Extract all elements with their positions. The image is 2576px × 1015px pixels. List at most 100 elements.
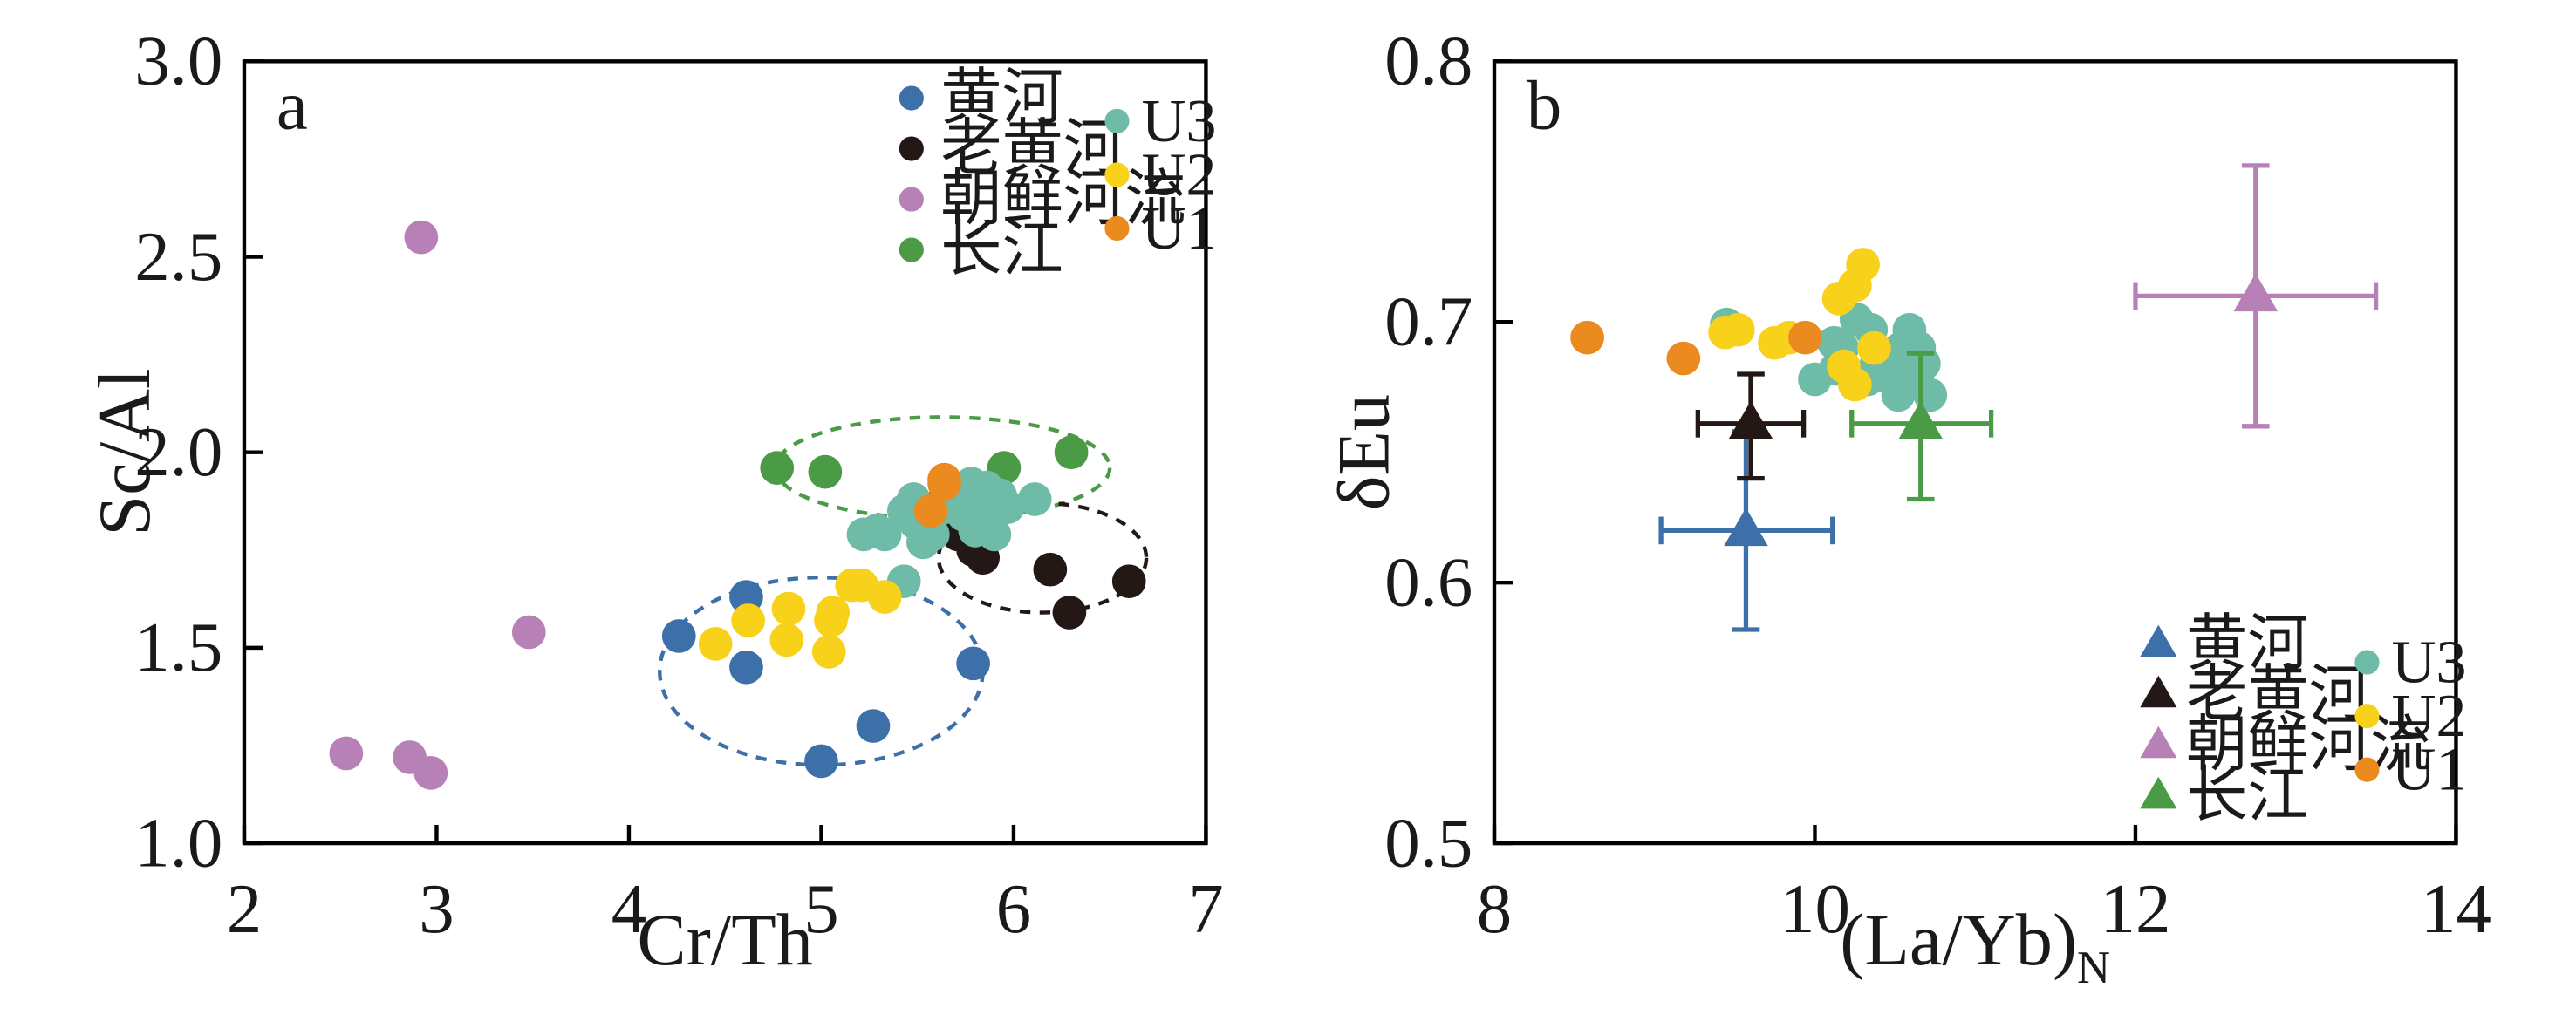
panel-a-point-u2 (811, 635, 846, 669)
panel-b-point-u1 (1570, 320, 1604, 355)
panel-a-legend-marker-u3 (1104, 108, 1130, 133)
panel-b-x-tick-label: 8 (1477, 870, 1512, 948)
panel-a-legend-label-huanghe: 黄河 (940, 64, 1063, 132)
panel-b-y-axis-title: δEu (1324, 394, 1405, 510)
panel-a-point-u3 (1017, 482, 1052, 516)
panel-a-y-axis-title: Sc/Al (85, 369, 166, 536)
panel-a-ticks: 2 3 4 5 6 7 1.0 1.5 2.0 2.5 3.0 (134, 23, 1223, 948)
panel-b-legend-marker-huanghe (2140, 624, 2177, 657)
panel-a-point-u3 (990, 490, 1025, 524)
panel-a-point-u2 (769, 623, 804, 657)
panel-a-x-tick-label: 5 (803, 870, 838, 948)
panel-b-x-tick-label: 14 (2421, 870, 2491, 948)
panel-a-legend-marker-u2 (1104, 162, 1130, 187)
panel-b-error-huanghe-marker (1724, 508, 1768, 547)
panel-b-legend-label-u2: U2 (2392, 682, 2467, 750)
panel-a-legend-marker-changjiang (899, 237, 924, 262)
panel-a-legend-marker-huanghe (899, 85, 924, 111)
panel-b-plot-frame (1492, 59, 2458, 846)
panel-a-point-u1 (927, 467, 961, 501)
panel-a-x-axis-title: Cr/Th (637, 900, 813, 981)
panel-b-point-u2 (1846, 248, 1880, 282)
panel-b-y-tick-label: 0.5 (1384, 804, 1472, 882)
panel-a-point-changjiang (760, 451, 795, 485)
panel-b-point-u3 (1884, 330, 1919, 365)
panel-b-legend-marker-lao-huanghe (2140, 675, 2177, 708)
panel-a-chart: 2 3 4 5 6 7 1.0 1.5 2.0 2.5 3.0 a Cr/Th Sc/Al 黄河老黄… (85, 23, 1224, 981)
panel-a-legend-label-u1: U1 (1142, 194, 1217, 262)
panel-a-point-u3 (977, 517, 1012, 552)
panel-a-point-huanghe (661, 619, 696, 653)
panel-a-legend-label-u2: U2 (1142, 140, 1217, 208)
panel-b-legend-label-u3: U3 (2392, 628, 2467, 696)
panel-b-x-axis-title: (La/Yb)N (1840, 900, 2110, 993)
panel-b-legend-marker-u1 (2354, 757, 2380, 782)
panel-a-point-u1 (913, 494, 948, 528)
panel-a-point-chaoxian (413, 756, 448, 790)
panel-a-y-tick-label: 3.0 (134, 23, 222, 100)
panel-b-chart: 8 10 12 14 0.5 0.6 0.7 0.8 b (La/Yb)N δEu 黄河老黄河… (1324, 23, 2491, 993)
panel-a-legend-marker-chaoxian (899, 187, 924, 212)
panel-a-point-u2 (771, 591, 806, 626)
panel-a-point-u2 (816, 596, 851, 630)
panel-a-x-tick-label: 2 (227, 870, 262, 948)
panel-a-legend-label-lao-huanghe: 老黄河 (940, 114, 1124, 182)
panel-a-point-u3 (952, 482, 987, 516)
panel-a-points (329, 220, 1146, 790)
panel-b-point-u1 (1788, 320, 1822, 355)
panel-a-point-changjiang (1054, 435, 1089, 470)
panel-b-error-markers (1658, 163, 2379, 632)
panel-a-point-u2 (731, 603, 766, 637)
panel-b-points (1570, 248, 1948, 412)
panel-a-legend-label-chaoxian: 朝鲜河流 (940, 165, 1186, 233)
panel-a-y-tick-label: 1.0 (134, 804, 222, 882)
panel-b-legend-marker-u3 (2354, 650, 2380, 675)
panel-a-x-tick-label: 6 (996, 870, 1031, 948)
panel-a-y-tick-label: 2.0 (134, 413, 222, 491)
panel-b-legend-marker-changjiang (2140, 776, 2177, 809)
panel-a-label: a (277, 67, 308, 145)
panel-b-point-u2 (1720, 312, 1755, 347)
panel-b-x-tick-label: 12 (2101, 870, 2171, 948)
panel-b-x-axis-title-main: (La/Yb) (1840, 900, 2077, 981)
panel-a-point-lao-huanghe (1111, 564, 1146, 599)
panel-a-point-huanghe (729, 650, 763, 685)
panel-b-legend-label-u1: U1 (2392, 736, 2467, 804)
panel-b-x-tick-label: 10 (1780, 870, 1850, 948)
panel-b-point-u1 (1666, 341, 1701, 376)
panel-a-legend-marker-u1 (1104, 215, 1130, 242)
panel-a-point-u2 (698, 627, 733, 661)
panel-b-legend-label-lao-huanghe: 老黄河 (2186, 660, 2370, 728)
panel-a-point-huanghe (856, 709, 891, 743)
panel-a-legend-label-u3: U3 (1142, 87, 1217, 155)
panel-b-ticks: 8 10 12 14 0.5 0.6 0.7 0.8 (1384, 23, 2491, 948)
panel-a-x-tick-label: 7 (1188, 870, 1223, 948)
panel-b-y-tick-label: 0.7 (1384, 283, 1472, 361)
panel-a-legend-marker-lao-huanghe (899, 136, 924, 161)
panel-a-x-tick-label: 3 (419, 870, 454, 948)
panel-b-legend-label-chaoxian: 朝鲜河流 (2186, 711, 2431, 779)
panel-a-y-tick-label: 2.5 (134, 218, 222, 296)
panel-b-legend-label-changjiang: 长江 (2186, 761, 2309, 829)
panel-a-y-tick-label: 1.5 (134, 609, 222, 686)
panel-a-point-changjiang (808, 454, 843, 489)
panel-a-legend-label-changjiang: 长江 (940, 215, 1063, 283)
panel-a-point-u3 (867, 517, 902, 552)
panel-b-error-lao-huanghe-marker (1728, 400, 1773, 439)
panel-b-point-u3 (1875, 362, 1910, 397)
panel-a-point-huanghe (804, 744, 838, 779)
panel-b-label: b (1527, 67, 1561, 145)
panel-b-error-changjiang-marker (1898, 400, 1944, 439)
panel-b-point-u2 (1857, 330, 1891, 365)
panel-a-point-chaoxian (404, 220, 439, 255)
panel-a-x-tick-label: 4 (612, 870, 646, 948)
panel-a-point-huanghe (956, 646, 990, 681)
panel-a-point-lao-huanghe (1052, 596, 1087, 630)
panel-b-legend-marker-u2 (2354, 704, 2380, 729)
panel-b-error-chaoxian-marker (2233, 273, 2279, 312)
panel-a-point-chaoxian (329, 736, 364, 771)
panel-a-point-u2 (867, 580, 902, 614)
